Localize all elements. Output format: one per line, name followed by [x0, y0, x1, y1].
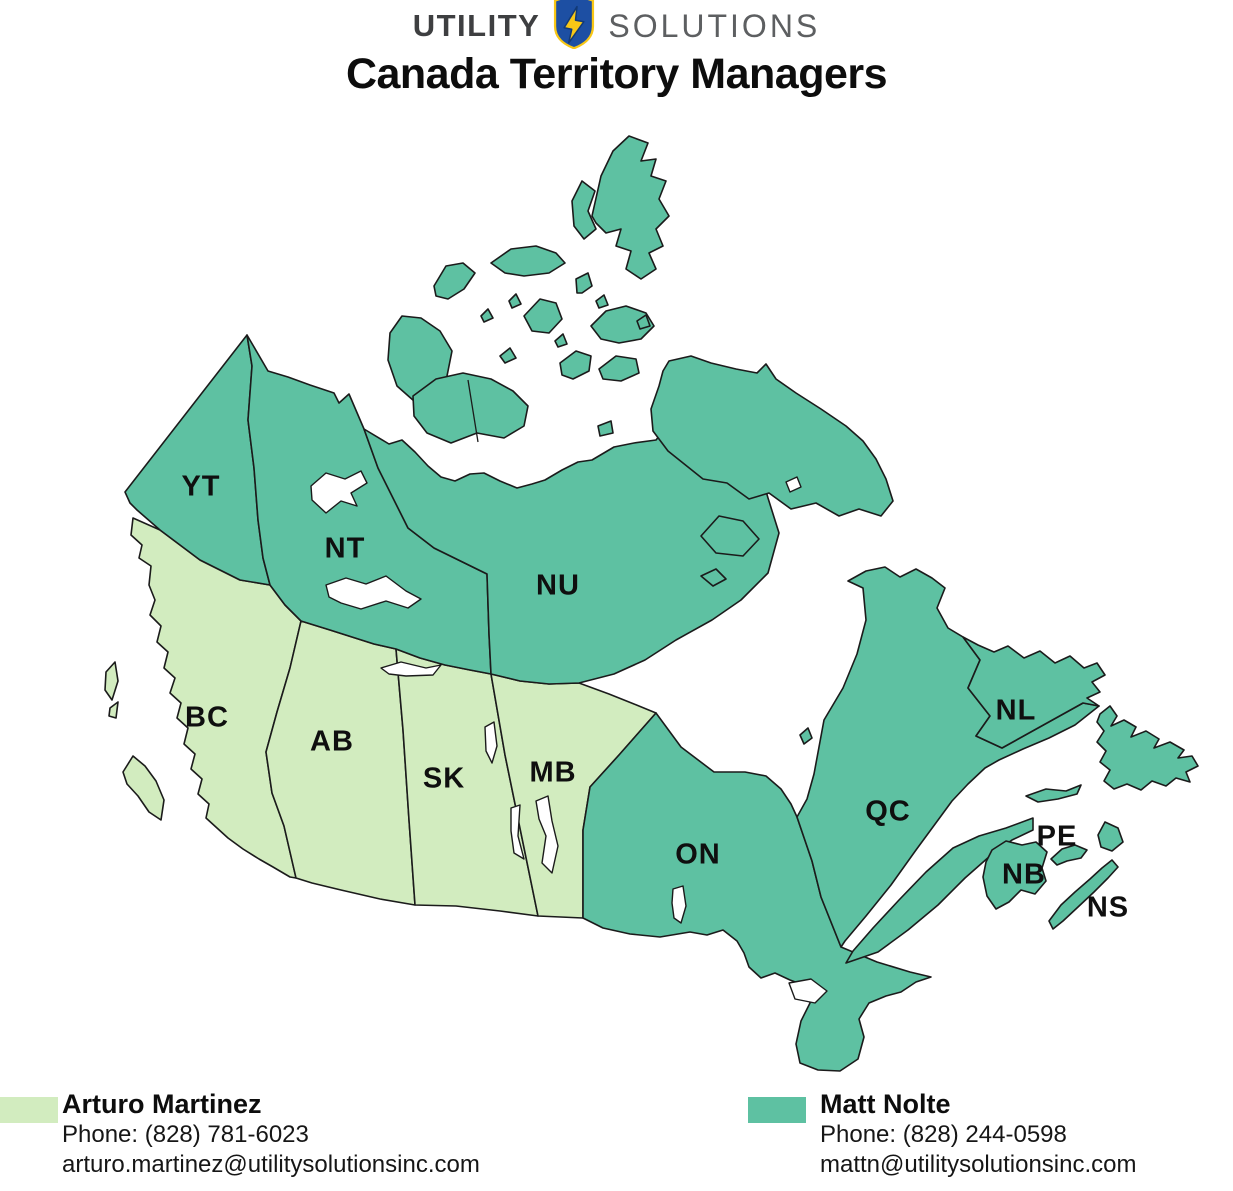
province-label-on: ON: [675, 838, 721, 871]
manager-email: arturo.martinez@utilitysolutionsinc.com: [62, 1151, 480, 1178]
georgian-bay: [788, 978, 828, 1004]
legend-swatch-west: [0, 1097, 58, 1123]
region-nl-labrador: [962, 636, 1106, 749]
great-bear-lake: [310, 470, 368, 514]
legend-swatch-east: [748, 1097, 806, 1123]
east-territory-group: [124, 135, 1199, 1072]
lake-winnipeg: [535, 795, 559, 874]
logo: UTILITY SOLUTIONS: [0, 0, 1233, 52]
great-slave-lake: [325, 575, 422, 610]
somerset-island: [598, 355, 640, 382]
prince-of-wales-island: [559, 350, 592, 380]
province-label-sk: SK: [422, 762, 466, 795]
coats-island: [700, 568, 727, 587]
lake-winnipegosis: [510, 804, 525, 860]
region-nb: [982, 840, 1048, 910]
manager-name: Arturo Martinez: [62, 1089, 262, 1119]
devon-island: [590, 305, 655, 344]
region-ns: [1048, 859, 1119, 930]
melville-island: [490, 245, 566, 277]
nettilling-lake: [785, 476, 802, 493]
newfoundland-island: [1096, 705, 1199, 791]
manager-email: mattn@utilitysolutionsinc.com: [820, 1151, 1137, 1178]
victoria-island-territorial-border: [467, 379, 479, 443]
axel-heiberg-island: [571, 180, 597, 240]
bathurst-island: [523, 298, 563, 334]
arctic-islets: [480, 293, 813, 745]
logo-word-utility: UTILITY: [412, 8, 541, 43]
lightning-bolt-icon: [563, 5, 585, 44]
region-pe: [1050, 844, 1088, 866]
cornwallis-island: [575, 272, 593, 294]
province-label-nb: NB: [1002, 858, 1046, 891]
prince-patrick-island: [433, 262, 476, 300]
legend-entry-matt: Matt Nolte Phone: (828) 244-0598 mattn@u…: [820, 1088, 1136, 1180]
west-territory-group: [104, 517, 657, 919]
province-label-nt: NT: [324, 532, 366, 565]
province-label-ns: NS: [1086, 891, 1130, 924]
logo-word-solutions: SOLUTIONS: [608, 7, 821, 44]
victoria-island: [412, 372, 529, 444]
lake-athabasca: [380, 661, 442, 677]
manager-phone: Phone: (828) 781-6023: [62, 1121, 309, 1148]
manager-phone: Phone: (828) 244-0598: [820, 1121, 1067, 1148]
anticosti-island: [1025, 784, 1082, 803]
cape-breton-island: [1097, 821, 1124, 852]
province-label-bc: BC: [185, 701, 229, 734]
page-title: Canada Territory Managers: [345, 50, 888, 98]
manager-name: Matt Nolte: [820, 1089, 951, 1119]
baffin-island: [650, 355, 894, 517]
haida-gwaii-island: [104, 661, 119, 701]
lakes-group: [310, 470, 828, 1004]
province-label-mb: MB: [529, 756, 577, 789]
ellesmere-island: [591, 135, 670, 280]
shield-logo-icon: [554, 0, 595, 49]
province-label-ab: AB: [310, 725, 354, 758]
king-william-island: [597, 420, 614, 437]
province-label-yt: YT: [181, 470, 221, 503]
southampton-island: [700, 515, 760, 557]
reindeer-lake: [484, 721, 498, 764]
province-label-nl: NL: [995, 694, 1037, 727]
province-label-qc: QC: [865, 795, 911, 828]
province-label-nu: NU: [536, 569, 580, 602]
haida-gwaii-island-south: [108, 701, 119, 719]
province-label-pe: PE: [1036, 820, 1078, 853]
region-nt: [246, 334, 492, 675]
vancouver-island: [122, 755, 165, 821]
legend-entry-arturo: Arturo Martinez Phone: (828) 781-6023 ar…: [62, 1088, 480, 1180]
lake-nipigon: [671, 885, 687, 924]
